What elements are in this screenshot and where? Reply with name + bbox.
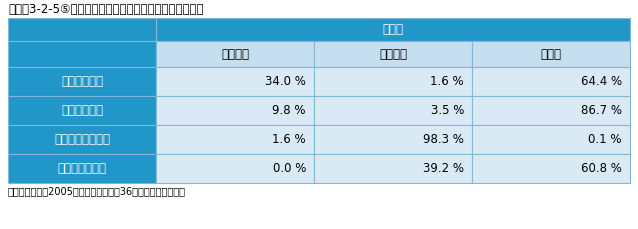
- Text: 86.7 %: 86.7 %: [581, 104, 622, 117]
- Text: 34.0 %: 34.0 %: [265, 75, 306, 88]
- Text: 飲食店・宿泊業: 飲食店・宿泊業: [57, 162, 107, 175]
- Text: 中間需要: 中間需要: [221, 47, 249, 60]
- Bar: [314, 125, 472, 154]
- Bar: [314, 41, 472, 67]
- Bar: [314, 96, 472, 125]
- Text: 9.8 %: 9.8 %: [272, 104, 306, 117]
- Bar: [314, 67, 472, 96]
- Text: かばん製造業: かばん製造業: [61, 104, 103, 117]
- Bar: [8, 154, 156, 183]
- Bar: [8, 41, 156, 67]
- Bar: [314, 154, 472, 183]
- Text: 医療・保健・福社: 医療・保健・福社: [54, 133, 110, 146]
- Bar: [8, 125, 156, 154]
- Text: 0.1 %: 0.1 %: [588, 133, 622, 146]
- Bar: [156, 41, 314, 67]
- Text: 1.6 %: 1.6 %: [272, 133, 306, 146]
- Text: 98.3 %: 98.3 %: [423, 133, 464, 146]
- Bar: [8, 96, 156, 125]
- Bar: [8, 67, 156, 96]
- Text: 60.8 %: 60.8 %: [581, 162, 622, 175]
- Text: コラム3-2-5⑤図　豊岡市の主要産業部門の需要の構成比: コラム3-2-5⑤図 豊岡市の主要産業部門の需要の構成比: [8, 3, 204, 16]
- Text: 0.0 %: 0.0 %: [272, 162, 306, 175]
- Text: 3.5 %: 3.5 %: [431, 104, 464, 117]
- Bar: [156, 96, 314, 125]
- Text: 最終需要: 最終需要: [379, 47, 407, 60]
- Bar: [472, 125, 630, 154]
- Bar: [472, 41, 630, 67]
- Text: 構成比: 構成比: [383, 23, 403, 36]
- Text: 64.4 %: 64.4 %: [581, 75, 622, 88]
- Bar: [156, 154, 314, 183]
- Bar: [472, 96, 630, 125]
- Bar: [472, 67, 630, 96]
- Text: プラスチック: プラスチック: [61, 75, 103, 88]
- Text: 資料：豊岡市「2005年豊岡市産業連键36部門表」等から作成: 資料：豊岡市「2005年豊岡市産業連键36部門表」等から作成: [8, 186, 186, 196]
- Text: 39.2 %: 39.2 %: [423, 162, 464, 175]
- Bar: [156, 125, 314, 154]
- Text: 1.6 %: 1.6 %: [431, 75, 464, 88]
- Bar: [8, 18, 156, 41]
- Text: 移　出: 移 出: [540, 47, 561, 60]
- Bar: [156, 18, 630, 41]
- Bar: [156, 67, 314, 96]
- Bar: [472, 154, 630, 183]
